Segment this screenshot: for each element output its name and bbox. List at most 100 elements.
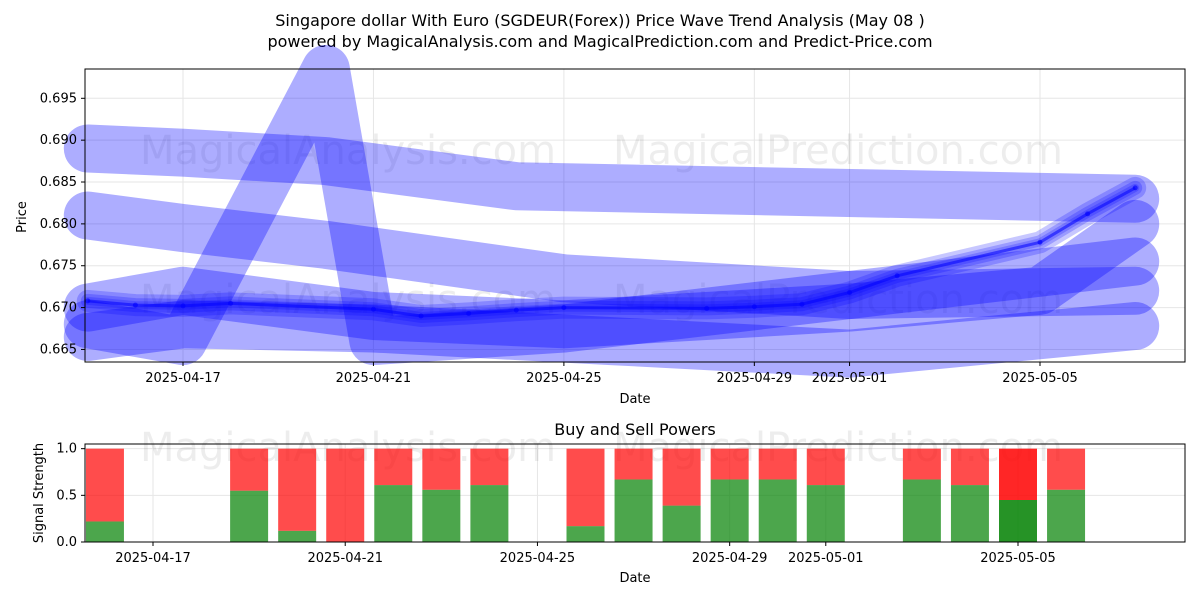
sell-bar bbox=[85, 448, 124, 522]
sell-bar bbox=[758, 448, 797, 480]
buy-bar bbox=[806, 485, 845, 542]
power-x-tick-label: 2025-04-17 bbox=[115, 551, 191, 566]
buy-bar bbox=[662, 505, 701, 542]
sell-bar bbox=[806, 448, 845, 486]
price-point bbox=[751, 304, 757, 310]
buy-bar bbox=[230, 490, 269, 542]
price-point bbox=[418, 313, 424, 319]
power-y-tick-label: 0.0 bbox=[56, 535, 77, 550]
power-x-tick-label: 2025-05-01 bbox=[788, 551, 864, 566]
price-point bbox=[132, 302, 138, 308]
price-watermark-right-lower: MagicalPrediction.com bbox=[613, 277, 1063, 323]
price-point bbox=[704, 305, 710, 311]
price-point bbox=[228, 300, 234, 306]
price-plot-frame bbox=[84, 68, 1186, 363]
power-x-tick-label: 2025-04-29 bbox=[692, 551, 768, 566]
price-y-tick-label: 0.665 bbox=[40, 342, 77, 357]
sell-bar bbox=[326, 448, 365, 542]
price-y-tick-label: 0.680 bbox=[40, 217, 77, 232]
price-x-tick-label: 2025-04-25 bbox=[526, 371, 602, 386]
sell-bar bbox=[278, 448, 317, 531]
price-point bbox=[894, 273, 900, 279]
price-x-tick-label: 2025-05-01 bbox=[812, 371, 888, 386]
chart-title: Singapore dollar With Euro (SGDEUR(Forex… bbox=[275, 11, 925, 30]
price-point bbox=[1132, 185, 1138, 191]
sell-bar bbox=[950, 448, 989, 486]
price-y-tick-label: 0.685 bbox=[40, 175, 77, 190]
price-x-ticks: 2025-04-17 2025-04-21 2025-04-25 2025-04-29… bbox=[145, 362, 1078, 386]
power-y-ticks: 0.0 0.5 1.0 bbox=[56, 442, 85, 550]
price-y-ticks: 0.665 0.670 0.675 0.680 0.685 0.690 0.695 bbox=[40, 91, 85, 357]
wave-band-1 bbox=[63, 124, 1160, 223]
power-bars bbox=[85, 448, 1086, 542]
price-x-tick-label: 2025-04-21 bbox=[336, 371, 412, 386]
price-point bbox=[799, 301, 805, 307]
power-y-tick-label: 1.0 bbox=[56, 442, 77, 457]
buy-bar bbox=[374, 485, 413, 542]
wave-band-5 bbox=[63, 199, 1160, 349]
buy-bar bbox=[278, 530, 317, 542]
price-grid bbox=[85, 69, 1185, 362]
power-x-tick-label: 2025-04-25 bbox=[500, 551, 576, 566]
price-panel: MagicalAnalysis.com MagicalPrediction.co… bbox=[15, 45, 1186, 407]
price-point bbox=[180, 303, 186, 309]
buy-bar bbox=[422, 489, 461, 542]
sell-bar bbox=[1047, 448, 1086, 490]
sell-bar bbox=[999, 448, 1037, 500]
wave-band-2 bbox=[63, 191, 1160, 319]
price-x-tick-label: 2025-04-17 bbox=[145, 371, 221, 386]
buy-bar bbox=[999, 500, 1037, 542]
buy-bar bbox=[85, 521, 124, 542]
price-point bbox=[561, 305, 567, 311]
buy-bar bbox=[1047, 489, 1086, 542]
price-x-axis-label: Date bbox=[619, 392, 650, 407]
buy-bar bbox=[758, 479, 797, 542]
price-y-tick-label: 0.675 bbox=[40, 259, 77, 274]
price-line bbox=[76, 176, 1147, 327]
sell-bar bbox=[422, 448, 461, 490]
power-x-tick-label: 2025-04-21 bbox=[307, 551, 383, 566]
price-point bbox=[1085, 211, 1091, 217]
price-point bbox=[1037, 239, 1043, 245]
buy-bar bbox=[710, 479, 749, 542]
buy-bar bbox=[566, 526, 605, 542]
wave-band-3 bbox=[63, 300, 1160, 378]
sell-bar bbox=[470, 448, 509, 486]
power-x-axis-label: Date bbox=[619, 571, 650, 586]
price-plot-area bbox=[85, 69, 1185, 362]
sell-bar bbox=[566, 448, 605, 527]
wave-bands bbox=[63, 45, 1160, 378]
sell-bar bbox=[614, 448, 653, 480]
price-point bbox=[466, 310, 472, 316]
power-y-axis-label: Signal Strength bbox=[32, 443, 47, 543]
buy-bar bbox=[614, 479, 653, 542]
sell-bar bbox=[710, 448, 749, 480]
chart-subtitle: powered by MagicalAnalysis.com and Magic… bbox=[267, 32, 932, 51]
power-chart-title: Buy and Sell Powers bbox=[554, 420, 716, 439]
power-x-tick-label: 2025-05-05 bbox=[980, 551, 1056, 566]
price-point bbox=[85, 298, 91, 304]
sell-bar bbox=[902, 448, 941, 480]
price-y-tick-label: 0.695 bbox=[40, 91, 77, 106]
power-panel: Buy and Sell Powers MagicalAnalysis.com … bbox=[32, 420, 1186, 586]
power-plot-frame bbox=[84, 443, 1186, 543]
power-x-ticks: 2025-04-17 2025-04-21 2025-04-25 2025-04-29… bbox=[115, 542, 1056, 566]
buy-bar bbox=[902, 479, 941, 542]
price-x-tick-label: 2025-04-29 bbox=[717, 371, 793, 386]
price-watermark-left: MagicalAnalysis.com bbox=[140, 128, 556, 174]
price-point bbox=[370, 306, 376, 312]
price-point bbox=[847, 290, 853, 296]
sell-bar bbox=[374, 448, 413, 486]
price-watermark-left-lower: MagicalAnalysis.com bbox=[140, 277, 556, 323]
price-y-axis-label: Price bbox=[15, 201, 30, 233]
price-x-tick-label: 2025-05-05 bbox=[1002, 371, 1078, 386]
price-y-tick-label: 0.690 bbox=[40, 133, 77, 148]
buy-bar bbox=[470, 485, 509, 542]
sell-bar bbox=[230, 448, 269, 491]
sell-bar bbox=[662, 448, 701, 506]
buy-bar bbox=[950, 485, 989, 542]
price-watermark-right: MagicalPrediction.com bbox=[613, 128, 1063, 174]
price-point bbox=[513, 307, 519, 313]
price-y-tick-label: 0.670 bbox=[40, 301, 77, 316]
